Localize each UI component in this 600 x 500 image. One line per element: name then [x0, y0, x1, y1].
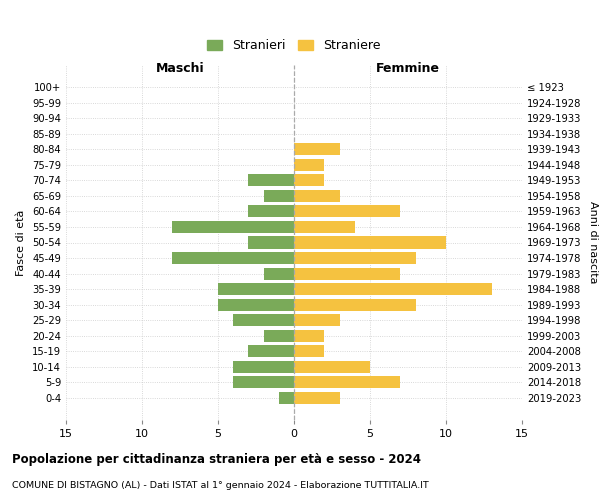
Bar — [294, 314, 340, 326]
Text: COMUNE DI BISTAGNO (AL) - Dati ISTAT al 1° gennaio 2024 - Elaborazione TUTTITALI: COMUNE DI BISTAGNO (AL) - Dati ISTAT al … — [12, 481, 429, 490]
Bar — [233, 360, 294, 373]
Bar — [294, 268, 400, 280]
Y-axis label: Fasce di età: Fasce di età — [16, 210, 26, 276]
Text: Femmine: Femmine — [376, 62, 440, 75]
Bar — [248, 174, 294, 186]
Bar — [294, 345, 325, 358]
Bar — [279, 392, 294, 404]
Bar — [248, 206, 294, 218]
Bar — [294, 206, 400, 218]
Bar — [248, 345, 294, 358]
Text: Maschi: Maschi — [155, 62, 205, 75]
Bar — [218, 298, 294, 310]
Bar — [233, 376, 294, 388]
Bar — [294, 330, 325, 342]
Bar — [294, 221, 355, 233]
Bar — [294, 392, 340, 404]
Bar — [294, 144, 340, 156]
Bar — [294, 190, 340, 202]
Bar — [233, 314, 294, 326]
Bar — [263, 330, 294, 342]
Bar — [218, 283, 294, 295]
Bar — [294, 252, 416, 264]
Y-axis label: Anni di nascita: Anni di nascita — [588, 201, 598, 284]
Bar — [294, 159, 325, 171]
Bar — [294, 298, 416, 310]
Bar — [294, 236, 446, 248]
Bar — [294, 174, 325, 186]
Text: Popolazione per cittadinanza straniera per età e sesso - 2024: Popolazione per cittadinanza straniera p… — [12, 452, 421, 466]
Legend: Stranieri, Straniere: Stranieri, Straniere — [203, 36, 385, 56]
Bar — [294, 283, 491, 295]
Bar — [263, 268, 294, 280]
Bar — [294, 376, 400, 388]
Bar — [294, 360, 370, 373]
Bar — [172, 252, 294, 264]
Bar — [248, 236, 294, 248]
Bar — [172, 221, 294, 233]
Bar — [263, 190, 294, 202]
